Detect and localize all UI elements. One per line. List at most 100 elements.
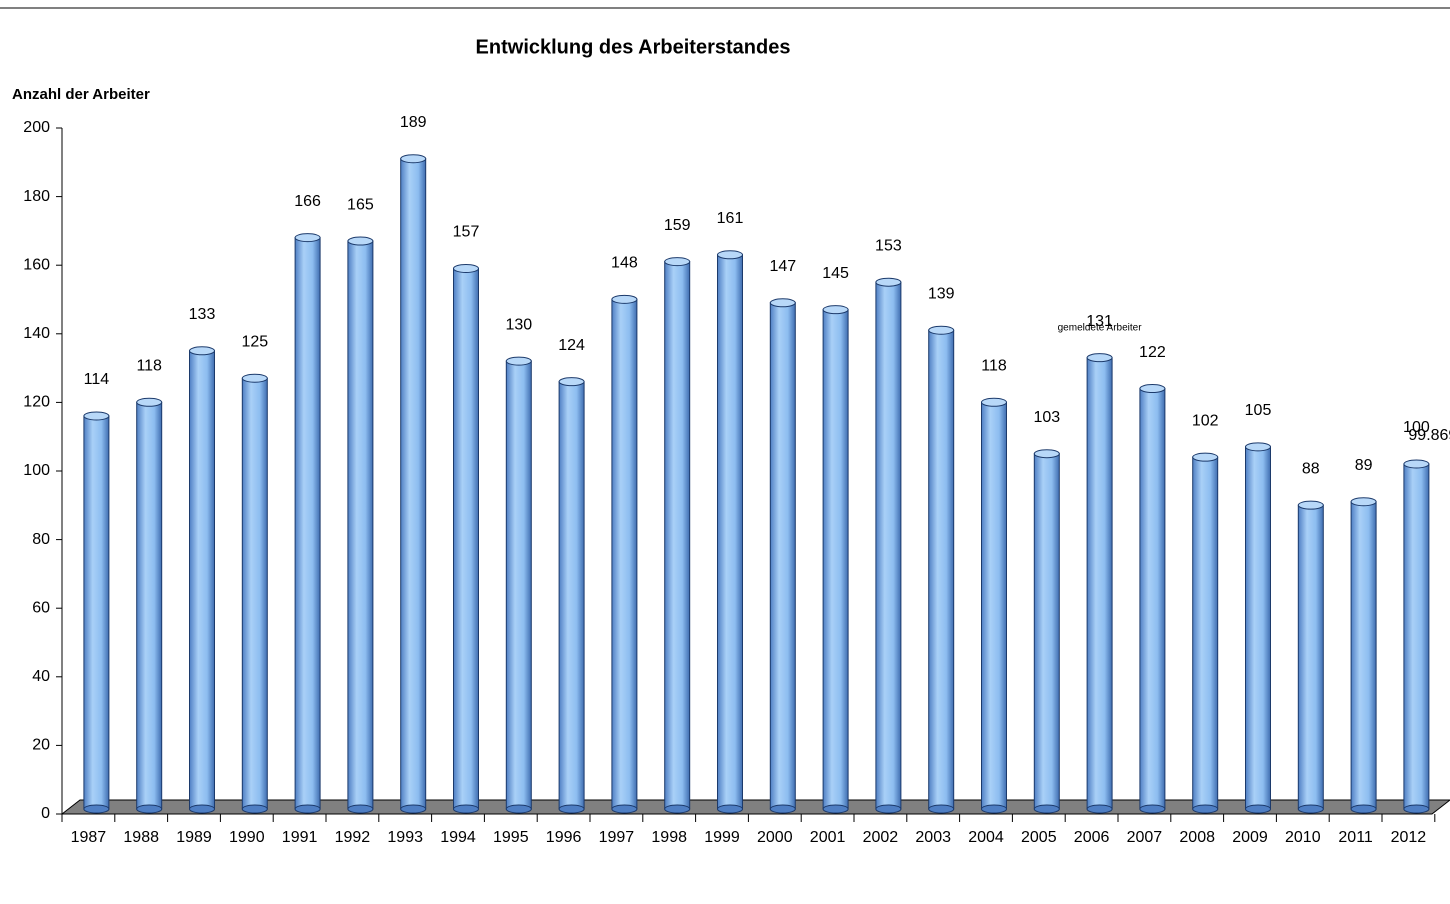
bar — [928, 329, 955, 810]
bar — [1033, 453, 1060, 810]
bar — [347, 240, 374, 810]
bar-base — [189, 804, 215, 814]
bar — [1403, 463, 1430, 810]
value-label: 102 — [1192, 412, 1219, 429]
x-tick-label: 2009 — [1232, 829, 1268, 846]
value-label: 103 — [1033, 409, 1060, 426]
value-label: 118 — [136, 357, 162, 374]
annotation small-note: gemeldete Arbeiter — [1058, 322, 1143, 333]
bar-cap — [558, 377, 585, 387]
y-tick-label: 140 — [23, 325, 50, 342]
bar-base — [400, 804, 427, 814]
x-tick-label: 1987 — [71, 829, 107, 846]
bar — [136, 401, 163, 810]
bar-cap — [769, 298, 796, 308]
bar — [1350, 501, 1377, 810]
bar — [981, 401, 1007, 810]
value-label: 157 — [453, 224, 480, 241]
bar-cap — [136, 397, 163, 407]
bar-cap — [981, 397, 1007, 407]
value-label: 148 — [611, 255, 638, 272]
bar — [822, 309, 849, 810]
bar — [294, 237, 321, 810]
y-tick-label: 120 — [23, 394, 50, 411]
bar-cap — [1033, 449, 1060, 459]
bar — [453, 267, 479, 810]
y-tick-label: 100 — [23, 462, 50, 479]
bar-base — [717, 804, 743, 814]
value-label: 131 — [1086, 313, 1113, 330]
bar-base — [453, 804, 479, 814]
bar — [611, 298, 638, 810]
y-axis-title: Anzahl der Arbeiter — [12, 86, 150, 103]
x-tick-label: 2007 — [1127, 829, 1163, 846]
bar — [717, 254, 743, 810]
y-tick-label: 180 — [23, 188, 50, 205]
bar-cap — [717, 250, 743, 260]
x-tick-label: 2003 — [915, 829, 951, 846]
bar-base — [1403, 804, 1430, 814]
bar-base — [1192, 804, 1219, 814]
bar — [505, 360, 532, 810]
value-label: 166 — [294, 193, 321, 210]
bar-cap — [83, 411, 110, 421]
bar-cap — [928, 325, 955, 335]
bar-base — [928, 804, 955, 814]
x-tick-label: 1993 — [387, 829, 423, 846]
bar-base — [347, 804, 374, 814]
bar-cap — [1192, 452, 1219, 462]
x-tick-label: 2011 — [1338, 829, 1373, 846]
x-tick-label: 1999 — [704, 829, 740, 846]
bar-base — [769, 804, 796, 814]
y-tick-label: 0 — [41, 805, 50, 822]
bar-cap — [822, 305, 849, 315]
bar-cap — [400, 154, 427, 164]
bar-base — [558, 804, 585, 814]
x-tick-label: 2006 — [1074, 829, 1110, 846]
bar-base — [822, 804, 849, 814]
y-tick-label: 160 — [23, 256, 50, 273]
y-tick-label: 80 — [32, 531, 50, 548]
bar — [769, 302, 796, 810]
bar — [1086, 357, 1113, 810]
bar-cap — [241, 373, 268, 383]
bar-base — [1086, 804, 1113, 814]
value-label: 122 — [1139, 344, 1166, 361]
value-label: 105 — [1245, 402, 1272, 419]
bar — [1192, 456, 1219, 810]
x-tick-label: 1991 — [282, 829, 318, 846]
bar-base — [241, 804, 268, 814]
x-tick-label: 2005 — [1021, 829, 1057, 846]
bar-cap — [1350, 497, 1377, 507]
bar-cap — [664, 257, 691, 267]
bar-cap — [1086, 353, 1113, 363]
y-tick-label: 60 — [32, 599, 50, 616]
bar — [664, 261, 691, 810]
bar-cap — [1403, 459, 1430, 469]
x-tick-label: 1990 — [229, 829, 265, 846]
x-tick-label: 1988 — [123, 829, 159, 846]
bar-cap — [875, 277, 902, 287]
bar-base — [1350, 804, 1377, 814]
bar-base — [83, 804, 110, 814]
bar — [875, 281, 902, 810]
chart-title: Entwicklung des Arbeiterstandes — [476, 36, 791, 58]
x-tick-label: 2010 — [1285, 829, 1321, 846]
value-label: 165 — [347, 196, 374, 213]
x-tick-label: 2004 — [968, 829, 1004, 846]
bar — [400, 158, 427, 810]
value-label: 124 — [558, 337, 585, 354]
bar — [189, 350, 215, 810]
value-label: 139 — [928, 285, 955, 302]
x-tick-label: 2012 — [1391, 829, 1427, 846]
y-tick-label: 200 — [23, 119, 50, 136]
x-tick-label: 2008 — [1179, 829, 1215, 846]
value-label: 125 — [241, 333, 268, 350]
bar-base — [875, 804, 902, 814]
value-label: 147 — [769, 258, 796, 275]
x-tick-label: 1998 — [651, 829, 687, 846]
y-tick-label: 40 — [32, 668, 50, 685]
bar-cap — [189, 346, 215, 356]
